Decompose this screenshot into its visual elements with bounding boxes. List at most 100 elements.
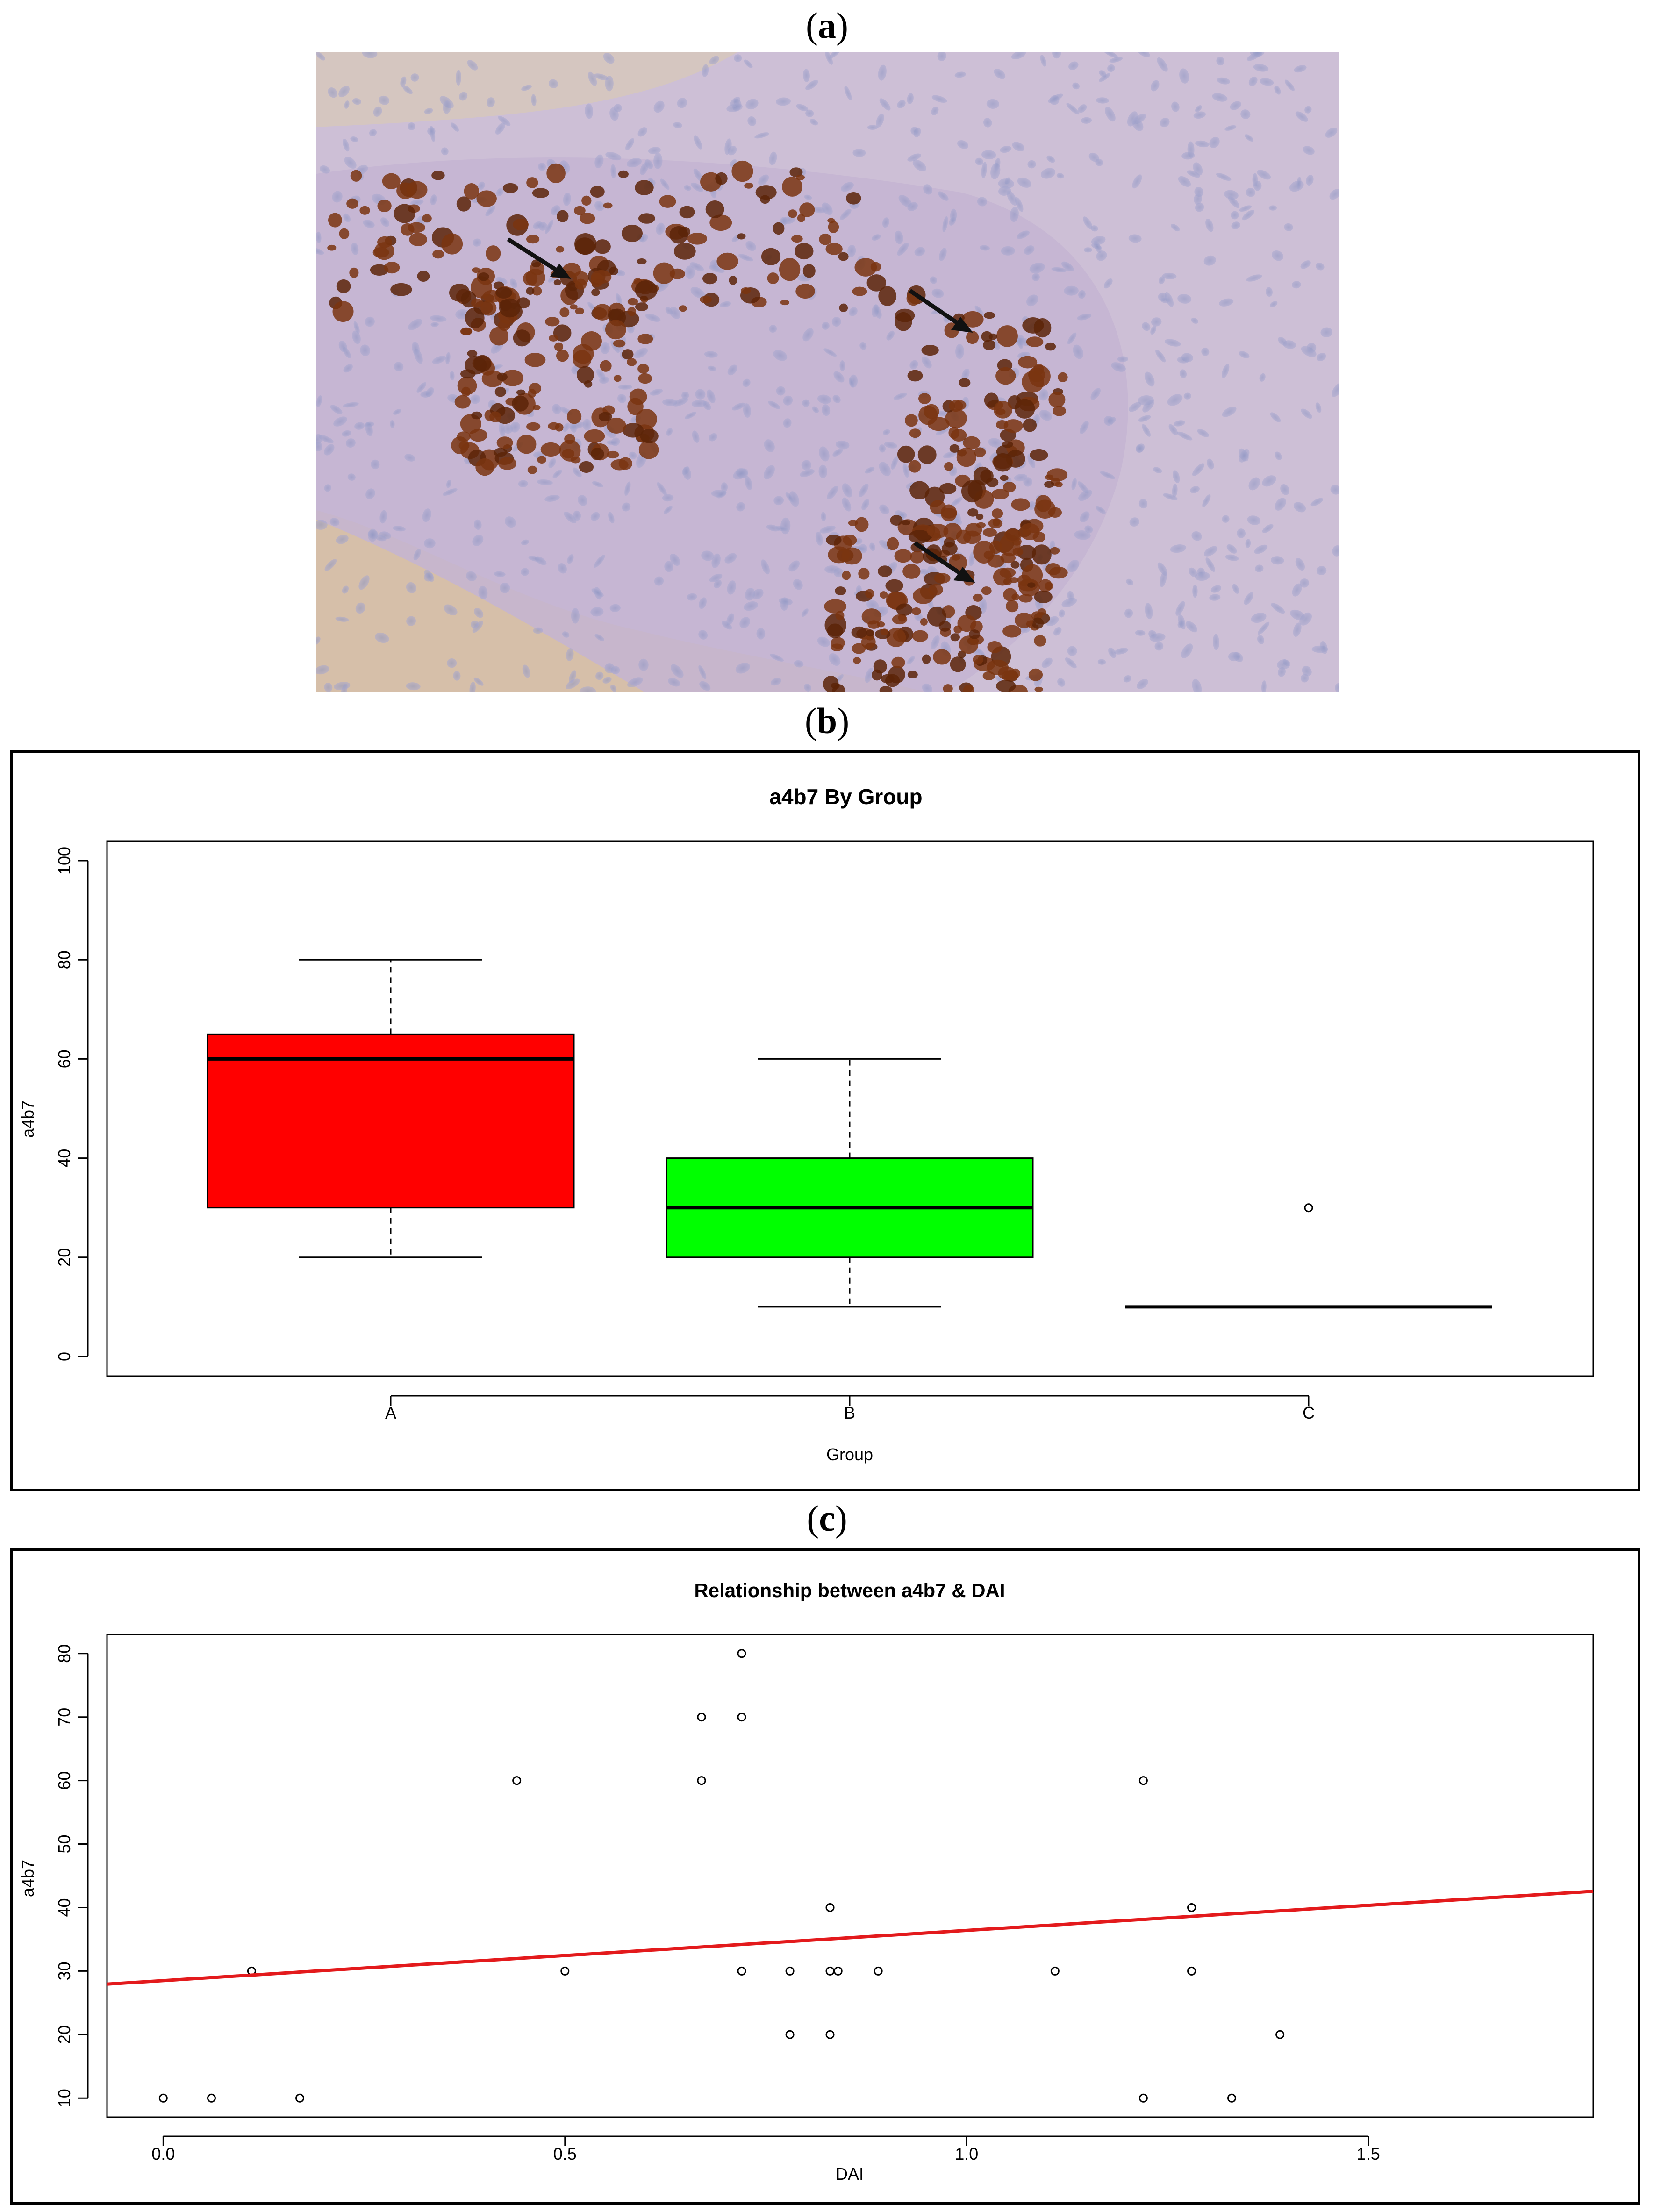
nucleus (1257, 170, 1271, 180)
nucleus (702, 400, 711, 410)
nucleus (1090, 388, 1101, 400)
stained-cell (1022, 317, 1044, 334)
y-tick-label: 70 (55, 1708, 74, 1727)
nucleus (1114, 648, 1129, 655)
nucleus (456, 70, 461, 86)
nucleus (374, 632, 389, 643)
stained-cell (1011, 593, 1020, 601)
nucleus (343, 364, 353, 373)
nucleus (1145, 603, 1153, 620)
stained-cell (574, 278, 587, 290)
nucleus (796, 104, 809, 112)
nucleus (347, 473, 356, 481)
nucleus (1295, 111, 1308, 122)
nucleus (1219, 298, 1234, 307)
nucleus (1209, 136, 1220, 148)
stained-cell (966, 331, 979, 344)
x-tick-label: 1.0 (955, 2144, 978, 2163)
nucleus (1170, 544, 1187, 553)
stained-cell (917, 445, 937, 464)
nucleus (1064, 285, 1079, 296)
nucleus (805, 109, 814, 117)
nucleus (898, 195, 912, 207)
nucleus (756, 628, 766, 640)
nucleus (1317, 353, 1326, 361)
nucleus (817, 636, 831, 647)
nucleus (577, 495, 587, 506)
stained-cell (890, 515, 903, 526)
stained-cell (1017, 545, 1036, 560)
nucleus (1230, 101, 1241, 110)
nucleus (1277, 667, 1286, 677)
nucleus (833, 371, 845, 383)
nucleus (994, 158, 1001, 171)
nucleus (1237, 528, 1246, 538)
nucleus (1163, 493, 1178, 500)
nucleus (1108, 647, 1117, 658)
nucleus (1245, 539, 1251, 548)
nucleus (1332, 545, 1339, 557)
nucleus (1067, 332, 1077, 344)
nucleus (1329, 189, 1339, 200)
nucleus (1179, 369, 1187, 378)
nucleus (473, 238, 481, 247)
stained-cell (1031, 617, 1044, 629)
nucleus (390, 420, 395, 428)
stained-cell (858, 568, 870, 580)
stained-cell (973, 593, 983, 602)
nucleus (1095, 506, 1106, 514)
stained-cell (924, 404, 939, 419)
stained-cell (795, 243, 814, 260)
nucleus (1179, 68, 1189, 84)
stained-cell (827, 623, 843, 638)
stained-cell (967, 508, 979, 517)
nucleus (1194, 193, 1203, 205)
nucleus (1195, 202, 1204, 212)
stained-cell (553, 279, 561, 285)
nucleus (1078, 104, 1087, 113)
stained-cell (943, 684, 953, 692)
stained-cell (963, 436, 981, 450)
stained-cell (907, 370, 923, 382)
x-tick-label: 0.5 (553, 2144, 577, 2163)
nucleus (819, 525, 836, 534)
data-point (737, 1713, 746, 1722)
stained-cell (406, 181, 428, 199)
nucleus (478, 181, 485, 190)
stained-cell (909, 550, 924, 564)
nucleus (1254, 544, 1268, 554)
stained-cell (867, 620, 880, 629)
stained-cell (590, 186, 605, 198)
nucleus (895, 230, 903, 244)
y-tick-label: 0 (55, 1352, 74, 1361)
stained-cell (1050, 547, 1060, 555)
nucleus (430, 315, 447, 322)
nucleus (336, 535, 349, 544)
nucleus (1128, 234, 1142, 243)
nucleus (406, 616, 416, 626)
y-tick-label: 20 (55, 2025, 74, 2044)
nucleus (1158, 276, 1165, 285)
nucleus (569, 670, 577, 684)
nucleus (528, 556, 541, 562)
nucleus (1274, 85, 1281, 95)
stained-cell (584, 380, 593, 388)
stained-cell (480, 300, 497, 316)
stained-cell (637, 364, 649, 374)
stained-cell (581, 195, 592, 206)
nucleus (954, 71, 966, 78)
nucleus (1195, 105, 1202, 113)
nucleus (955, 344, 964, 359)
arrow-icon (507, 237, 571, 279)
nucleus (1051, 267, 1067, 272)
nucleus (352, 98, 361, 105)
nucleus (738, 254, 753, 262)
stained-cell (905, 414, 918, 427)
data-point (785, 1966, 795, 1976)
nucleus (912, 159, 926, 171)
data-point (1187, 1903, 1196, 1912)
nucleus (848, 378, 854, 388)
nucleus (788, 491, 799, 507)
nucleus (1257, 635, 1264, 644)
stained-cell (350, 170, 362, 182)
